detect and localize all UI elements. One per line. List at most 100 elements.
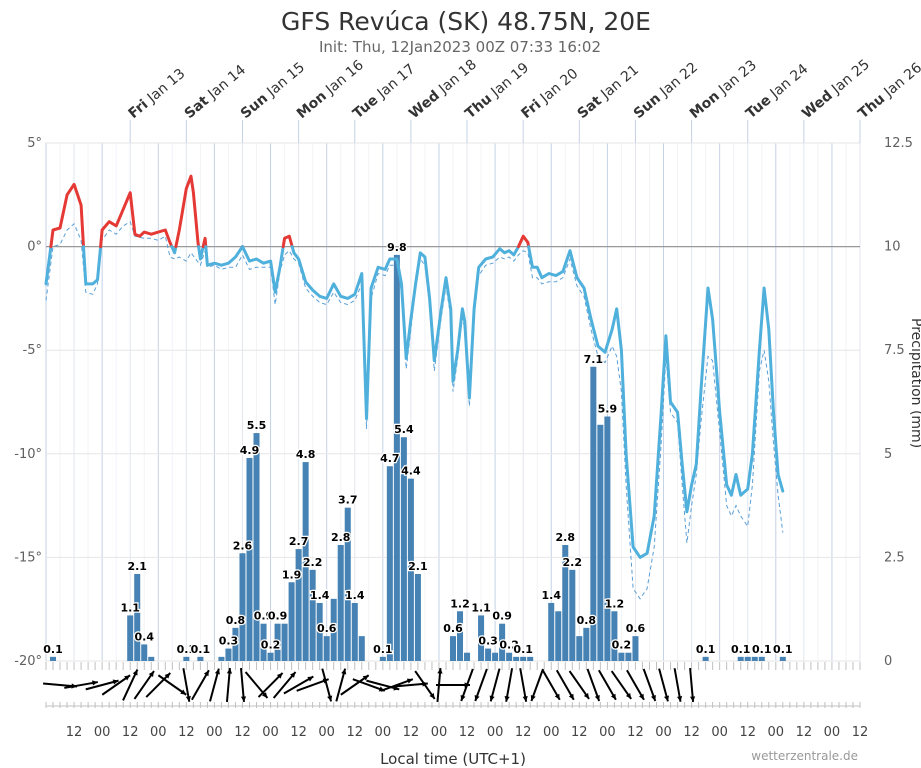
precip-bar: [127, 615, 134, 661]
wind-arrow-shaft: [474, 668, 488, 702]
wind-arrow-head: [112, 679, 119, 685]
wind-arrow-head: [625, 693, 632, 699]
hour-tick-label: 12: [234, 725, 251, 740]
precipitation-tick-label: 2.5: [884, 550, 905, 565]
precip-bar-label: 1.1: [120, 601, 140, 614]
precip-bar-label: 0.6: [443, 622, 463, 635]
wind-arrow-shaft: [689, 667, 695, 703]
hour-tick-label: 00: [599, 725, 616, 740]
precip-bar-label: 4.4: [401, 465, 421, 478]
wind-arrow-shaft: [352, 678, 386, 692]
hour-tick-label: 12: [66, 725, 83, 740]
wind-arrow-head: [132, 669, 138, 676]
hour-tick-label: 00: [711, 725, 728, 740]
chart-subtitle: Init: Thu, 12Jan2023 00Z 07:33 16:02: [319, 38, 601, 56]
day-label: Fri Jan 13: [125, 66, 188, 122]
wind-arrow-head: [240, 696, 247, 702]
day-date: Jan 19: [485, 60, 532, 103]
hour-tick-label: 00: [543, 725, 560, 740]
precip-bar-label: 0.3: [478, 635, 498, 648]
temperature-line-below-zero: [527, 245, 785, 559]
precip-bar-label: 0.1: [513, 643, 533, 656]
y-axis-left: 5° 0° -5° -10° -15° -20°: [14, 136, 42, 669]
precip-bar: [358, 636, 365, 661]
grid-lines: [45, 120, 861, 662]
x-axis-title: Local time (UTC+1): [380, 750, 526, 768]
precip-bar-label: 1.4: [345, 589, 365, 602]
wind-arrow-shaft: [240, 667, 245, 703]
wind-arrow-head: [638, 693, 644, 700]
precip-bar: [316, 602, 323, 661]
precip-bar: [246, 457, 253, 661]
precip-bar: [449, 636, 457, 661]
wind-arrow-head: [307, 676, 314, 682]
precip-bar-label: 0.1: [773, 643, 793, 656]
wind-arrow-shaft: [244, 671, 269, 699]
day-date: Jan 14: [202, 62, 249, 105]
precip-bar: [499, 623, 506, 661]
wind-arrow-shaft: [321, 668, 333, 702]
day-label: Sat Jan 21: [575, 62, 642, 122]
precip-bar: [309, 569, 316, 661]
wind-arrow-shaft: [626, 669, 645, 701]
precip-bar: [323, 636, 330, 661]
precip-bar-label: 1.4: [541, 589, 561, 602]
wind-arrow-head: [554, 693, 560, 700]
wind-arrow-shaft: [658, 668, 669, 702]
hour-tick-label: 00: [206, 725, 223, 740]
precip-bar: [260, 623, 267, 661]
hour-tick-label: 12: [515, 725, 532, 740]
temperature-line-above-zero: [99, 191, 174, 249]
hour-tick-label: 12: [683, 725, 700, 740]
temperature-line-above-zero: [49, 182, 85, 249]
wind-arrow-head: [429, 693, 435, 699]
wind-arrow-head: [185, 695, 191, 702]
precip-bar-label: 1.4: [310, 589, 330, 602]
wind-arrow-shaft: [157, 674, 187, 696]
wind-arrow-head: [226, 668, 233, 674]
wind-arrow-head: [650, 695, 656, 701]
wind-arrow-shaft: [530, 668, 544, 702]
wind-arrow-head: [148, 671, 154, 677]
day-date: Jan 25: [826, 57, 873, 100]
precip-bar: [597, 424, 604, 661]
hour-tick-label: 00: [768, 725, 785, 740]
precip-bar: [337, 544, 344, 661]
precip-bar-label: 1.1: [471, 601, 491, 614]
precip-bar-label: 1.9: [282, 568, 302, 581]
wind-arrow-shaft: [568, 670, 590, 700]
precip-bar: [414, 573, 421, 661]
hour-tick-label: 12: [459, 725, 476, 740]
precipitation-tick-label: 10: [884, 240, 901, 255]
temperature-line-above-zero: [174, 174, 201, 249]
precip-bar: [758, 656, 765, 661]
wind-arrow-shaft: [586, 668, 601, 702]
precip-bar: [751, 656, 758, 661]
precip-bar: [590, 366, 597, 661]
wind-arrow-shaft: [283, 675, 314, 695]
precip-bar: [134, 573, 141, 661]
wind-arrow-head: [327, 695, 333, 702]
precip-bar: [492, 652, 499, 661]
precip-bar: [407, 478, 414, 661]
precip-bar-label: 2.7: [289, 535, 309, 548]
precip-bar: [274, 623, 281, 661]
precipitation-bars: [50, 254, 786, 661]
credit-label: wetterzentrale.de: [751, 749, 858, 763]
hour-tick-label: 12: [290, 725, 307, 740]
precip-bar: [618, 652, 625, 661]
wind-arrow-head: [689, 696, 696, 702]
precip-bar-label: 0.2: [612, 639, 632, 652]
precip-bar: [295, 549, 302, 661]
temperature-line-below-zero: [204, 245, 244, 267]
precip-bar: [464, 652, 471, 661]
wind-arrow-shaft: [366, 679, 400, 691]
precip-bar-label: 4.7: [380, 452, 400, 465]
precip-bar: [50, 656, 57, 661]
wind-arrow-shaft: [101, 674, 131, 696]
hour-tick-label: 00: [375, 725, 392, 740]
precip-bar-label: 2.2: [563, 556, 583, 569]
temperature-tick-label: 0°: [27, 240, 42, 255]
precip-bar-label: 5.4: [394, 423, 414, 436]
precip-bar-label: 0.3: [219, 635, 239, 648]
